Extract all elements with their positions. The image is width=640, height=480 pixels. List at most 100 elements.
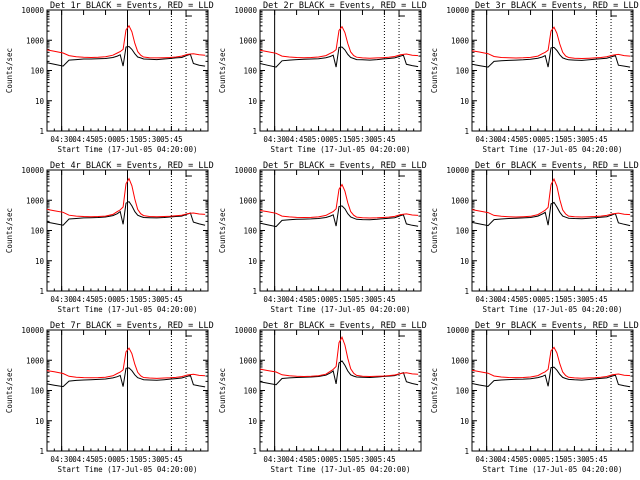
x-tick-label: 05:00: [94, 455, 117, 464]
x-tick-label: 04:45: [497, 455, 520, 464]
y-tick-label: 1: [252, 287, 257, 296]
x-tick-label: 05:45: [585, 135, 608, 144]
x-tick-label: 05:00: [307, 455, 330, 464]
x-tick-label: 04:45: [285, 295, 308, 304]
x-tick-label: 05:00: [94, 135, 117, 144]
x-axis-label: Start Time (17-Jul-05 04:20:00): [58, 305, 198, 314]
y-tick-label: 10: [460, 417, 470, 426]
x-tick-label: 04:45: [285, 455, 308, 464]
x-tick-label: 05:45: [160, 295, 183, 304]
x-tick-label: 05:00: [519, 135, 542, 144]
series-line-lld: [471, 26, 631, 60]
y-tick-label: 10: [35, 257, 45, 266]
x-tick-label: 04:30: [263, 295, 286, 304]
y-tick-label: 1: [464, 447, 469, 456]
corner-marker: [185, 171, 192, 177]
y-tick-label: 1: [252, 127, 257, 136]
x-tick-label: 04:30: [50, 455, 73, 464]
y-tick-label: 10000: [446, 6, 469, 15]
corner-marker: [610, 331, 617, 337]
series-line-lld: [471, 346, 631, 379]
y-tick-label: 1000: [26, 36, 45, 45]
y-tick-label: 10000: [234, 326, 257, 335]
y-tick-label: 10: [460, 97, 470, 106]
y-tick-label: 100: [455, 227, 469, 236]
x-tick-label: 05:45: [585, 295, 608, 304]
x-tick-label: 05:15: [329, 135, 352, 144]
y-tick-label: 100: [243, 67, 257, 76]
x-axis-label: Start Time (17-Jul-05 04:20:00): [58, 465, 198, 474]
chart-panel-7: Det 7r BLACK = Events, RED = LLD Counts/s…: [5, 321, 214, 474]
y-axis-label: Counts/sec: [430, 208, 439, 253]
chart-title: Det 7r BLACK = Events, RED = LLD: [50, 321, 214, 331]
series-line-events: [46, 367, 206, 388]
y-tick-label: 10000: [21, 166, 44, 175]
x-tick-label: 05:30: [563, 455, 586, 464]
series-line-events: [259, 46, 419, 68]
x-tick-label: 04:30: [475, 455, 498, 464]
y-tick-label: 1000: [26, 356, 45, 365]
y-tick-label: 10000: [446, 326, 469, 335]
x-tick-label: 04:30: [263, 135, 286, 144]
y-tick-label: 100: [30, 387, 44, 396]
chart-title: Det 4r BLACK = Events, RED = LLD: [50, 161, 214, 171]
chart-title: Det 8r BLACK = Events, RED = LLD: [263, 321, 427, 331]
x-tick-label: 04:45: [72, 455, 95, 464]
series-line-lld: [259, 335, 419, 378]
x-tick-label: 05:30: [563, 135, 586, 144]
x-tick-label: 05:30: [351, 135, 374, 144]
chart-title: Det 5r BLACK = Events, RED = LLD: [263, 161, 427, 171]
corner-marker: [610, 171, 617, 177]
y-tick-label: 10: [248, 257, 258, 266]
x-tick-label: 05:15: [541, 295, 564, 304]
chart-title: Det 2r BLACK = Events, RED = LLD: [263, 1, 427, 11]
y-tick-label: 10000: [21, 6, 44, 15]
x-tick-label: 05:45: [160, 135, 183, 144]
x-tick-label: 05:30: [563, 295, 586, 304]
y-axis-label: Counts/sec: [430, 48, 439, 93]
y-tick-label: 100: [455, 67, 469, 76]
series-line-events: [471, 201, 631, 227]
y-tick-label: 1: [464, 127, 469, 136]
y-axis-label: Counts/sec: [218, 48, 227, 93]
y-tick-label: 10: [35, 97, 45, 106]
y-tick-label: 100: [30, 227, 44, 236]
y-tick-label: 10000: [21, 326, 44, 335]
x-tick-label: 05:30: [351, 455, 374, 464]
y-tick-label: 1: [39, 447, 44, 456]
series-line-events: [471, 46, 631, 68]
x-tick-label: 05:15: [541, 135, 564, 144]
corner-marker: [610, 11, 617, 17]
y-tick-label: 100: [243, 227, 257, 236]
series-line-lld: [46, 24, 206, 59]
corner-marker: [185, 331, 192, 337]
x-tick-label: 05:45: [160, 455, 183, 464]
series-line-lld: [259, 183, 419, 219]
y-tick-label: 1000: [239, 356, 258, 365]
corner-marker: [185, 11, 192, 17]
x-tick-label: 04:45: [497, 295, 520, 304]
x-tick-label: 05:15: [541, 455, 564, 464]
y-tick-label: 10000: [234, 166, 257, 175]
x-tick-label: 05:15: [329, 295, 352, 304]
y-tick-label: 10: [35, 417, 45, 426]
corner-marker: [398, 11, 405, 17]
x-tick-label: 05:30: [138, 135, 161, 144]
y-axis-label: Counts/sec: [5, 208, 14, 253]
y-tick-label: 1: [252, 447, 257, 456]
y-tick-label: 1000: [26, 196, 45, 205]
y-tick-label: 100: [243, 387, 257, 396]
x-tick-label: 04:30: [263, 455, 286, 464]
x-tick-label: 05:00: [519, 295, 542, 304]
series-line-lld: [259, 25, 419, 59]
y-axis-label: Counts/sec: [218, 208, 227, 253]
x-tick-label: 05:15: [116, 295, 139, 304]
x-tick-label: 05:45: [373, 455, 396, 464]
x-tick-label: 04:30: [50, 135, 73, 144]
series-line-events: [259, 205, 419, 228]
x-tick-label: 04:45: [72, 135, 95, 144]
y-axis-label: Counts/sec: [5, 368, 14, 413]
chart-panel-4: Det 4r BLACK = Events, RED = LLD Counts/s…: [5, 161, 214, 314]
x-axis-label: Start Time (17-Jul-05 04:20:00): [271, 465, 411, 474]
